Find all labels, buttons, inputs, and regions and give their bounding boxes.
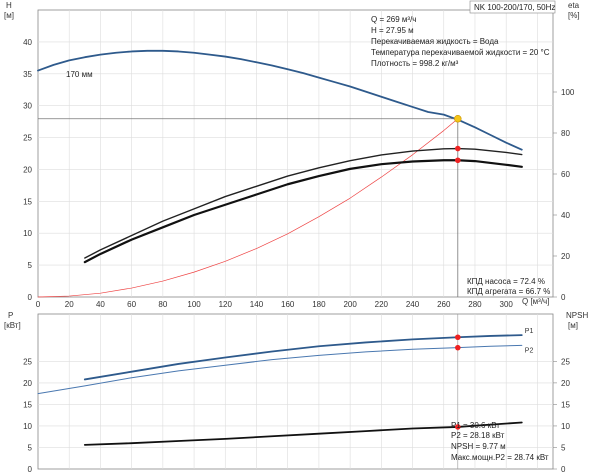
- top-x-tick-label: 140: [250, 300, 264, 309]
- top-x-tick-label: 20: [65, 300, 74, 309]
- pump-efficiency-point: [455, 145, 461, 152]
- bottom-left-tick-labels: 0 5 10 15 20 25: [23, 357, 32, 474]
- top-x-tick-label: 260: [437, 300, 451, 309]
- max-power-text: Макс.мощн.P2 = 28.74 кВт: [451, 453, 549, 462]
- unit-efficiency-line: [83, 159, 523, 264]
- power-npsh-panel: 0 5 10 15 20 25 0 5 10 15 20 25 P1 P2 P [кВт] NPSH …: [4, 311, 588, 474]
- pump-efficiency-text: КПД насоса = 72.4 %: [467, 277, 545, 286]
- bottom-right-axis-unit: [м]: [568, 321, 578, 330]
- top-x-axis-label: Q [м³/ч]: [522, 297, 549, 306]
- p1-point: [455, 334, 461, 341]
- chart-title: NK 100-200/170, 50Hz: [474, 3, 555, 12]
- top-right-tick-label: 80: [561, 129, 570, 138]
- p2-value-text: P2 = 28.18 кВт: [451, 431, 505, 440]
- top-x-tick-label: 0: [36, 300, 41, 309]
- bottom-right-tick-label: 20: [561, 379, 570, 388]
- top-right-tick-label: 20: [561, 252, 570, 261]
- top-grid: [38, 10, 553, 297]
- top-x-tick-label: 200: [343, 300, 357, 309]
- bottom-left-axis-name: P: [8, 311, 13, 320]
- bottom-right-tick-labels: 0 5 10 15 20 25: [553, 357, 570, 474]
- top-left-tick-labels: 0 5 10 15 20 25 30 35 40: [23, 38, 32, 302]
- p2-series-label: P2: [525, 347, 534, 354]
- top-plot-frame: [37, 9, 554, 298]
- npsh-point: [455, 424, 461, 430]
- info-temperature: Температура перекачиваемой жидкости = 20…: [371, 48, 550, 57]
- top-x-tick-label: 40: [96, 300, 105, 309]
- top-left-tick-label: 5: [28, 261, 33, 270]
- impeller-diameter-label: 170 мм: [66, 70, 93, 79]
- top-left-axis-unit: [м]: [4, 11, 14, 20]
- top-x-tick-label: 160: [281, 300, 295, 309]
- top-right-tick-labels: 0 20 40 60 80 100: [553, 88, 575, 302]
- top-left-tick-label: 30: [23, 102, 32, 111]
- head-curve-line: [37, 49, 523, 151]
- top-x-tick-label: 280: [468, 300, 482, 309]
- info-density: Плотность = 998.2 кг/м³: [371, 59, 459, 68]
- top-left-tick-label: 10: [23, 229, 32, 238]
- top-left-axis-name: H: [6, 1, 12, 10]
- bottom-left-tick-label: 0: [28, 465, 33, 474]
- info-liquid: Перекачиваемая жидкость = Вода: [371, 37, 499, 46]
- top-x-tick-label: 220: [375, 300, 389, 309]
- top-left-tick-label: 20: [23, 165, 32, 174]
- p2-line: [37, 344, 523, 395]
- p1-value-text: P1 = 30.6 кВт: [451, 421, 500, 430]
- top-operating-points: [454, 115, 462, 164]
- bottom-left-tick-label: 5: [28, 443, 33, 452]
- top-left-tick-label: 0: [28, 293, 33, 302]
- head-efficiency-panel: 0 20 40 60 80 100 120 140 160 180 200 220 240 260 280 3…: [4, 0, 580, 309]
- top-x-tick-label: 300: [500, 300, 514, 309]
- top-right-axis-name: eta: [568, 1, 580, 10]
- top-right-tick-label: 60: [561, 170, 570, 179]
- bottom-left-tick-label: 20: [23, 379, 32, 388]
- bottom-right-tick-label: 10: [561, 422, 570, 431]
- top-right-tick-label: 100: [561, 88, 575, 97]
- top-x-tick-label: 80: [158, 300, 167, 309]
- unit-efficiency-point: [455, 157, 461, 164]
- npsh-line: [83, 421, 523, 446]
- bottom-right-axis-name: NPSH: [566, 311, 588, 320]
- top-x-tick-label: 240: [406, 300, 420, 309]
- top-right-axis-unit: [%]: [568, 11, 580, 20]
- top-left-tick-label: 35: [23, 70, 32, 79]
- p1-line: [83, 334, 523, 381]
- unit-efficiency-text: КПД агрегата = 66.7 %: [467, 287, 550, 296]
- bottom-right-tick-label: 0: [561, 465, 566, 474]
- p2-point: [455, 344, 461, 351]
- bottom-series-lines: P1 P2: [37, 328, 534, 446]
- top-right-tick-label: 40: [561, 211, 570, 220]
- top-x-tick-label: 180: [312, 300, 326, 309]
- info-flow: Q = 269 м³/ч: [371, 15, 416, 24]
- top-right-tick-label: 0: [561, 293, 566, 302]
- top-x-tick-label: 100: [187, 300, 201, 309]
- top-left-tick-label: 40: [23, 38, 32, 47]
- top-x-tick-labels: 0 20 40 60 80 100 120 140 160 180 200 220 240 260 280 3…: [36, 300, 514, 309]
- bottom-left-tick-label: 25: [23, 357, 32, 366]
- duty-point-marker: [454, 115, 462, 123]
- p1-series-label: P1: [525, 328, 534, 335]
- title-box: [469, 0, 556, 14]
- top-x-tick-label: 60: [127, 300, 136, 309]
- bottom-left-tick-label: 10: [23, 422, 32, 431]
- pump-efficiency-line: [84, 147, 523, 259]
- info-head: H = 27.95 м: [371, 26, 414, 35]
- bottom-right-tick-label: 5: [561, 443, 566, 452]
- top-left-tick-label: 25: [23, 134, 32, 143]
- top-x-tick-label: 120: [219, 300, 233, 309]
- bottom-right-tick-label: 25: [561, 357, 570, 366]
- top-left-tick-label: 15: [23, 197, 32, 206]
- npsh-value-text: NPSH = 9.77 м: [451, 442, 506, 451]
- top-series-lines: [37, 49, 523, 298]
- bottom-left-tick-label: 15: [23, 400, 32, 409]
- bottom-operating-points: [455, 334, 461, 430]
- bottom-left-axis-unit: [кВт]: [4, 321, 21, 330]
- bottom-right-tick-label: 15: [561, 400, 570, 409]
